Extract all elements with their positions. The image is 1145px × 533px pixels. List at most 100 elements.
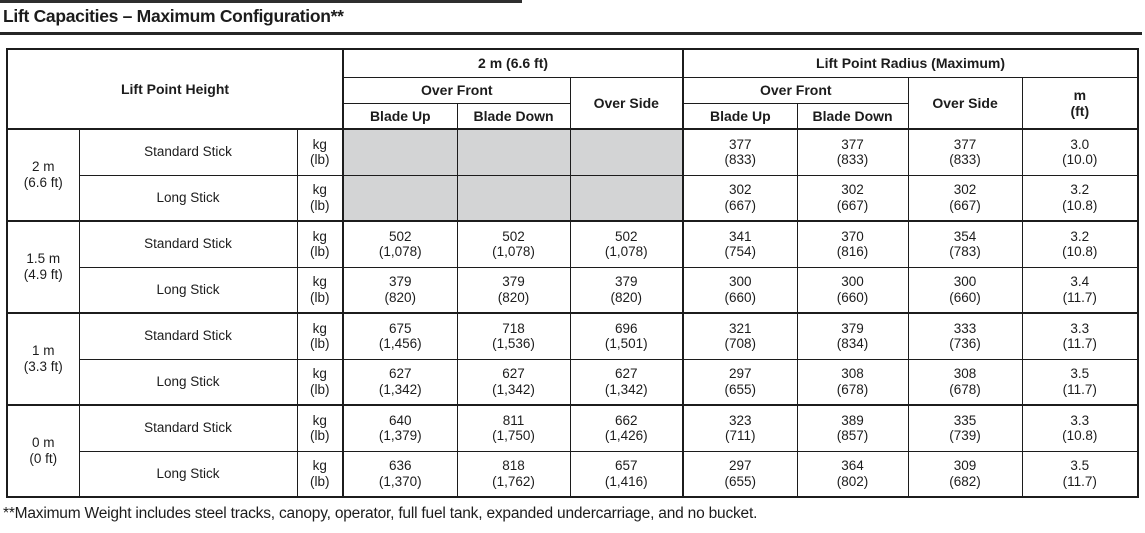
capacity-cell: 657 (1,416) (569, 450, 684, 498)
capacity-cell: 333 (736) (907, 312, 1023, 360)
radius-cell: 3.4 (11.7) (1021, 266, 1139, 314)
radius-cell: 3.0 (10.0) (1021, 128, 1139, 176)
height-label: 0 m (0 ft) (6, 404, 80, 498)
capacity-cell: 379 (820) (342, 266, 458, 314)
subheader-blade-up-2m: Blade Up (342, 102, 458, 130)
stick-label: Long Stick (78, 266, 298, 314)
capacity-cell: 502 (1,078) (342, 220, 458, 268)
capacity-cell: 627 (1,342) (569, 358, 684, 406)
subheader-over-front-radius: Over Front (682, 76, 909, 104)
table-row: Long Stick kg (lb) 636 (1,370) 818 (1,76… (7, 450, 1139, 498)
capacity-cell: 662 (1,426) (569, 404, 684, 452)
subheader-blade-down-radius: Blade Down (796, 102, 909, 130)
stick-label: Long Stick (78, 450, 298, 498)
capacity-cell: 379 (820) (456, 266, 571, 314)
stick-label: Standard Stick (78, 404, 298, 452)
capacity-cell-shaded (569, 174, 684, 222)
capacity-cell: 377 (833) (907, 128, 1023, 176)
capacity-cell-shaded (342, 174, 458, 222)
subheader-over-side-radius: Over Side (907, 76, 1023, 130)
table-row: Long Stick kg (lb) 302 (667) 302 (667) 3… (7, 174, 1139, 222)
unit-label: kg (lb) (296, 128, 344, 176)
height-label: 1.5 m (4.9 ft) (6, 220, 80, 314)
subheader-blade-down-2m: Blade Down (456, 102, 571, 130)
unit-label: kg (lb) (296, 312, 344, 360)
stick-label: Long Stick (78, 174, 298, 222)
capacity-cell: 377 (833) (796, 128, 909, 176)
lift-capacities-table: Lift Point Height 2 m (6.6 ft) Lift Poin… (6, 48, 1140, 498)
capacity-cell-shaded (342, 128, 458, 176)
group-header-lift-point-radius: Lift Point Radius (Maximum) (682, 48, 1139, 78)
table-row: 2 m (6.6 ft) Standard Stick kg (lb) 377 … (6, 128, 1139, 222)
cropped-previous-content (0, 0, 522, 3)
height-label: 2 m (6.6 ft) (6, 128, 80, 222)
capacity-cell: 811 (1,750) (456, 404, 571, 452)
capacity-cell: 302 (667) (907, 174, 1023, 222)
table-row: 0 m (0 ft) Standard Stick kg (lb) 640 (1… (6, 404, 1139, 498)
capacity-cell: 636 (1,370) (342, 450, 458, 498)
capacity-cell: 718 (1,536) (456, 312, 571, 360)
capacity-cell: 379 (820) (569, 266, 684, 314)
radius-cell: 3.2 (10.8) (1021, 220, 1139, 268)
stick-label: Standard Stick (78, 312, 298, 360)
capacity-cell: 300 (660) (682, 266, 798, 314)
unit-label: kg (lb) (296, 404, 344, 452)
subheader-over-front-2m: Over Front (342, 76, 571, 104)
capacity-cell: 818 (1,762) (456, 450, 571, 498)
subheader-radius-unit-m-ft: m (ft) (1021, 76, 1139, 130)
capacity-cell: 696 (1,501) (569, 312, 684, 360)
radius-cell: 3.5 (11.7) (1021, 450, 1139, 498)
capacity-cell: 364 (802) (796, 450, 909, 498)
capacity-cell: 354 (783) (907, 220, 1023, 268)
table-row: 1 m (3.3 ft) Standard Stick kg (lb) 675 … (6, 312, 1139, 406)
capacity-cell: 308 (678) (796, 358, 909, 406)
unit-label: kg (lb) (296, 220, 344, 268)
radius-cell: 3.5 (11.7) (1021, 358, 1139, 406)
radius-cell: 3.3 (11.7) (1021, 312, 1139, 360)
title-underline-rule (0, 32, 1142, 35)
capacity-cell-shaded (569, 128, 684, 176)
capacity-cell: 302 (667) (682, 174, 798, 222)
footnote: **Maximum Weight includes steel tracks, … (3, 505, 758, 522)
subheader-blade-up-radius: Blade Up (682, 102, 798, 130)
capacity-cell: 502 (1,078) (456, 220, 571, 268)
capacity-cell: 341 (754) (682, 220, 798, 268)
capacity-cell: 627 (1,342) (342, 358, 458, 406)
capacity-cell-shaded (456, 128, 571, 176)
unit-label: kg (lb) (296, 266, 344, 314)
group-header-2m: 2 m (6.6 ft) (342, 48, 684, 78)
capacity-cell: 335 (739) (907, 404, 1023, 452)
capacity-cell: 297 (655) (682, 358, 798, 406)
page-title: Lift Capacities – Maximum Configuration*… (3, 6, 344, 26)
table-row: Long Stick kg (lb) 379 (820) 379 (820) 3… (7, 266, 1139, 314)
capacity-cell: 379 (834) (796, 312, 909, 360)
capacity-cell: 370 (816) (796, 220, 909, 268)
capacity-cell: 627 (1,342) (456, 358, 571, 406)
capacity-cell: 640 (1,379) (342, 404, 458, 452)
table-row: Long Stick kg (lb) 627 (1,342) 627 (1,34… (7, 358, 1139, 406)
radius-cell: 3.2 (10.8) (1021, 174, 1139, 222)
capacity-cell: 302 (667) (796, 174, 909, 222)
height-label: 1 m (3.3 ft) (6, 312, 80, 406)
capacity-cell: 309 (682) (907, 450, 1023, 498)
unit-label: kg (lb) (296, 358, 344, 406)
capacity-cell: 675 (1,456) (342, 312, 458, 360)
stick-label: Standard Stick (78, 220, 298, 268)
unit-label: kg (lb) (296, 174, 344, 222)
radius-cell: 3.3 (10.8) (1021, 404, 1139, 452)
table-row: 1.5 m (4.9 ft) Standard Stick kg (lb) 50… (6, 220, 1139, 314)
capacity-cell: 308 (678) (907, 358, 1023, 406)
capacity-cell: 377 (833) (682, 128, 798, 176)
capacity-cell: 297 (655) (682, 450, 798, 498)
capacity-cell: 300 (660) (796, 266, 909, 314)
capacity-cell-shaded (456, 174, 571, 222)
stick-label: Standard Stick (78, 128, 298, 176)
corner-header-lift-point-height: Lift Point Height (6, 48, 344, 130)
capacity-cell: 321 (708) (682, 312, 798, 360)
unit-label: kg (lb) (296, 450, 344, 498)
stick-label: Long Stick (78, 358, 298, 406)
subheader-over-side-2m: Over Side (569, 76, 684, 130)
capacity-cell: 502 (1,078) (569, 220, 684, 268)
capacity-cell: 300 (660) (907, 266, 1023, 314)
